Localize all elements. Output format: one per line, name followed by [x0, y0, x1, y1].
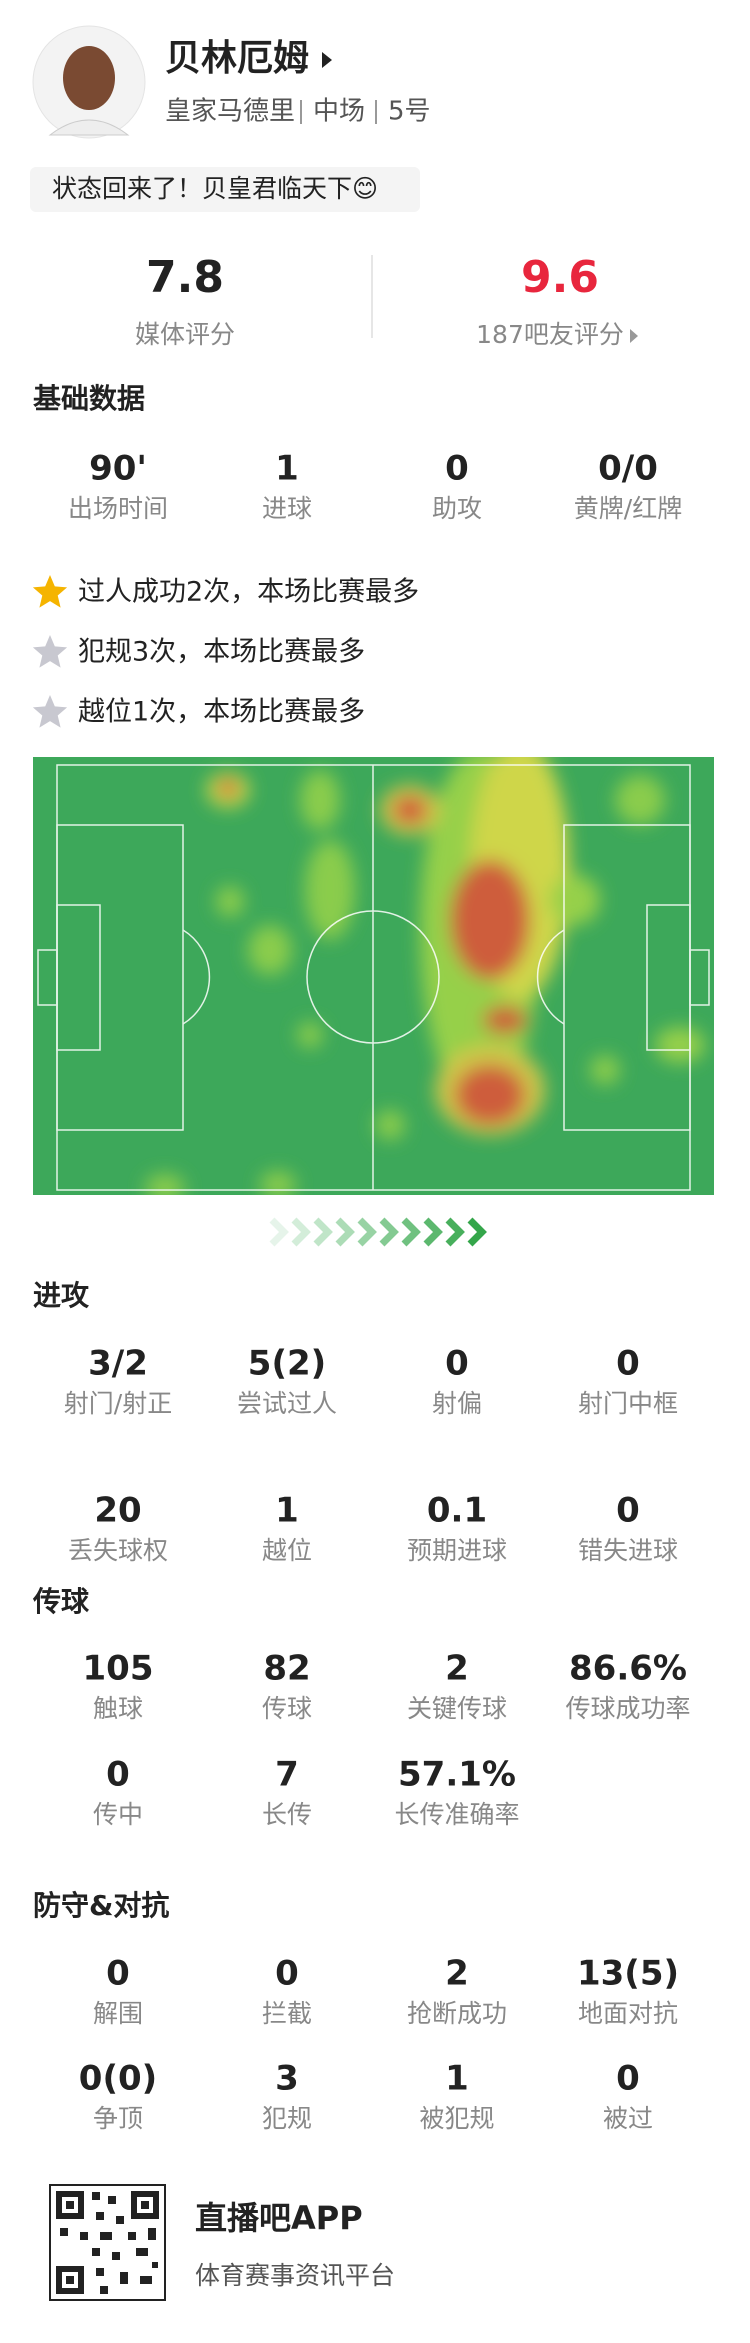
- stat-label: 抢断成功: [407, 1999, 507, 2028]
- stat-value: 1: [275, 1491, 299, 1531]
- stat-label: 关键传球: [407, 1694, 507, 1723]
- section-title: 进攻: [33, 1279, 90, 1312]
- stat-label: 助攻: [432, 494, 482, 523]
- name-arrow: [322, 52, 332, 68]
- stat-value: 0: [275, 1954, 299, 1994]
- stat-value: 82: [263, 1649, 310, 1689]
- stat-value: 20: [94, 1491, 141, 1531]
- stat-value: 7: [275, 1755, 299, 1795]
- stat-label: 出场时间: [68, 494, 168, 523]
- heatmap: [33, 757, 714, 1195]
- stat-value: 0: [616, 2059, 640, 2099]
- stat-value: 105: [83, 1649, 154, 1689]
- highlight: 犯规3次，本场比赛最多: [78, 637, 365, 668]
- stat-value: 13(5): [577, 1954, 679, 1994]
- stat-value: 0: [106, 1755, 130, 1795]
- position: 中场: [313, 97, 365, 127]
- stat-value: 0/0: [598, 449, 658, 489]
- stat-value: 0(0): [79, 2059, 157, 2099]
- stat-label: 传球成功率: [565, 1694, 690, 1723]
- stat-value: 0: [616, 1344, 640, 1384]
- stat-value: 1: [275, 449, 299, 489]
- stat-label: 被过: [603, 2104, 653, 2133]
- player-name[interactable]: 贝林厄姆: [165, 38, 309, 79]
- fan-rating-label[interactable]: 187吧友评分: [476, 320, 624, 349]
- section-title: 基础数据: [33, 382, 145, 415]
- fan-rating: 9.6: [521, 252, 599, 303]
- stat-value: 3/2: [88, 1344, 148, 1384]
- highlight: 越位1次，本场比赛最多: [78, 697, 365, 728]
- stat-value: 0: [445, 449, 469, 489]
- slogan: 状态回来了！贝皇君临天下😊: [52, 174, 378, 203]
- stat-value: 90': [89, 449, 147, 489]
- stat-label: 射门/射正: [64, 1389, 172, 1418]
- stat-value: 0: [445, 1344, 469, 1384]
- stat-label: 长传: [262, 1800, 312, 1829]
- stat-value: 3: [275, 2059, 299, 2099]
- stat-value: 0: [616, 1491, 640, 1531]
- stat-label: 触球: [93, 1694, 143, 1723]
- stat-label: 射门中框: [578, 1389, 678, 1418]
- stat-label: 错失进球: [578, 1536, 678, 1565]
- stat-label: 黄牌/红牌: [574, 494, 682, 523]
- app-tagline: 体育赛事资讯平台: [195, 2261, 395, 2290]
- stat-label: 预期进球: [407, 1536, 507, 1565]
- avatar-shirt: [48, 119, 130, 136]
- stat-value: 86.6%: [569, 1649, 687, 1689]
- stat-label: 地面对抗: [578, 1999, 678, 2028]
- highlight-star: [32, 575, 68, 608]
- stat-label: 尝试过人: [237, 1389, 337, 1418]
- highlight-star: [32, 635, 68, 668]
- stat-label: 犯规: [262, 2104, 312, 2133]
- team: 皇家马德里: [165, 97, 295, 127]
- highlight: 过人成功2次，本场比赛最多: [78, 577, 419, 608]
- stat-label: 拦截: [262, 1999, 312, 2028]
- app-name: 直播吧APP: [195, 2199, 363, 2237]
- qr-code: [49, 2184, 166, 2301]
- stat-label: 进球: [262, 494, 312, 523]
- media-rating: 7.8: [146, 252, 224, 303]
- avatar-face: [63, 46, 115, 110]
- stat-value: 1: [445, 2059, 469, 2099]
- stat-label: 越位: [262, 1536, 312, 1565]
- stat-value: 2: [445, 1649, 469, 1689]
- stat-label: 丢失球权: [68, 1536, 168, 1565]
- stat-value: 5(2): [248, 1344, 326, 1384]
- stat-label: 传中: [93, 1800, 143, 1829]
- stat-value: 2: [445, 1954, 469, 1994]
- stat-label: 解围: [93, 1999, 143, 2028]
- stat-label: 射偏: [432, 1389, 482, 1418]
- highlight-star: [32, 695, 68, 728]
- section-title: 防守&对抗: [33, 1889, 169, 1922]
- section-title: 传球: [32, 1585, 90, 1618]
- media-rating-label: 媒体评分: [135, 320, 235, 349]
- stat-label: 传球: [262, 1694, 312, 1723]
- stat-label: 长传准确率: [394, 1800, 519, 1829]
- direction-arrows: [269, 1217, 487, 1247]
- stat-value: 0: [106, 1954, 130, 1994]
- stat-value: 57.1%: [398, 1755, 516, 1795]
- stat-label: 争顶: [93, 2104, 143, 2133]
- slogan-box: [30, 167, 420, 212]
- stat-label: 被犯规: [419, 2104, 494, 2133]
- fan-rating-arrow: [630, 329, 638, 343]
- stat-value: 0.1: [427, 1491, 487, 1531]
- shirt-number: 5号: [388, 97, 431, 127]
